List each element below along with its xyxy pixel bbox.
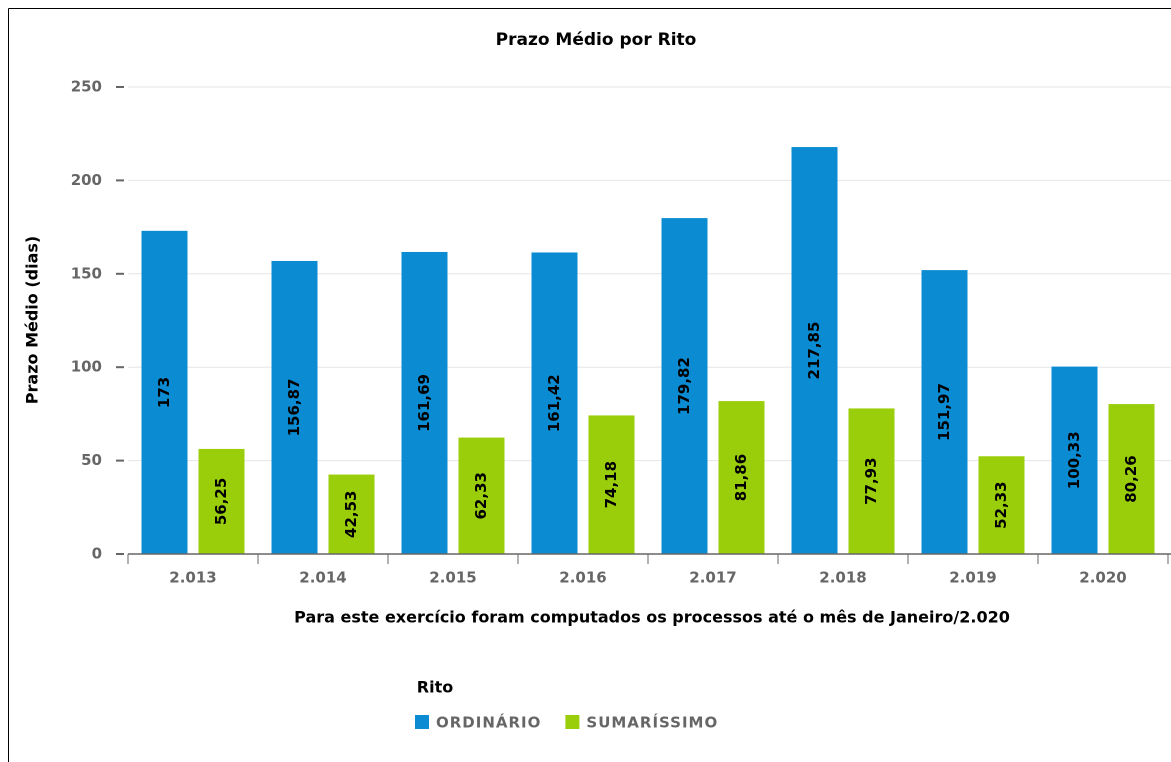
bar	[458, 437, 505, 554]
legend-swatch	[415, 715, 429, 729]
data-label: 217,85	[805, 322, 823, 380]
bar	[531, 252, 578, 554]
bar	[1108, 404, 1155, 554]
bar	[588, 415, 635, 554]
y-tick-label: 100	[71, 358, 102, 376]
bar	[848, 408, 895, 554]
bar	[401, 251, 448, 554]
data-label: 42,53	[342, 491, 360, 538]
x-tick-label: 2.019	[949, 569, 996, 587]
legend-label: SUMARÍSSIMO	[586, 713, 718, 732]
y-tick-label: 250	[71, 78, 102, 96]
data-label: 77,93	[862, 457, 880, 504]
data-label: 56,25	[212, 478, 230, 525]
x-tick-label: 2.015	[429, 569, 476, 587]
data-label: 62,33	[472, 472, 490, 519]
data-label: 173	[155, 377, 173, 408]
y-tick-label: 50	[81, 451, 102, 469]
x-tick-label: 2.014	[299, 569, 346, 587]
x-tick-label: 2.017	[689, 569, 736, 587]
bar	[271, 260, 318, 554]
data-label: 161,42	[545, 374, 563, 432]
data-label: 156,87	[285, 379, 303, 437]
x-tick-label: 2.018	[819, 569, 866, 587]
data-label: 100,33	[1065, 431, 1083, 489]
bar	[141, 230, 188, 554]
bar	[328, 474, 375, 554]
y-tick-label: 150	[71, 264, 102, 282]
y-axis-label: Prazo Médio (dias)	[23, 236, 42, 404]
data-label: 161,69	[415, 374, 433, 432]
bar	[921, 270, 968, 554]
bar	[1051, 366, 1098, 554]
data-label: 74,18	[602, 461, 620, 508]
data-label: 52,33	[992, 481, 1010, 528]
data-label: 81,86	[732, 454, 750, 501]
bar	[791, 147, 838, 554]
bar	[661, 218, 708, 554]
y-tick-label: 0	[92, 545, 102, 563]
legend-swatch	[565, 715, 580, 729]
bar	[718, 401, 765, 554]
legend-title: Rito	[417, 678, 453, 697]
data-label: 80,26	[1122, 455, 1140, 502]
x-tick-label: 2.020	[1079, 569, 1126, 587]
chart-title: Prazo Médio por Rito	[496, 30, 697, 50]
data-label: 179,82	[675, 357, 693, 415]
x-axis-label: Para este exercício foram computados os …	[294, 608, 1010, 627]
bar	[978, 456, 1025, 554]
data-label: 151,97	[935, 383, 953, 441]
y-tick-label: 200	[71, 171, 102, 189]
x-tick-label: 2.013	[169, 569, 216, 587]
x-tick-label: 2.016	[559, 569, 606, 587]
bar	[198, 448, 245, 554]
legend-label: ORDINÁRIO	[436, 713, 541, 732]
